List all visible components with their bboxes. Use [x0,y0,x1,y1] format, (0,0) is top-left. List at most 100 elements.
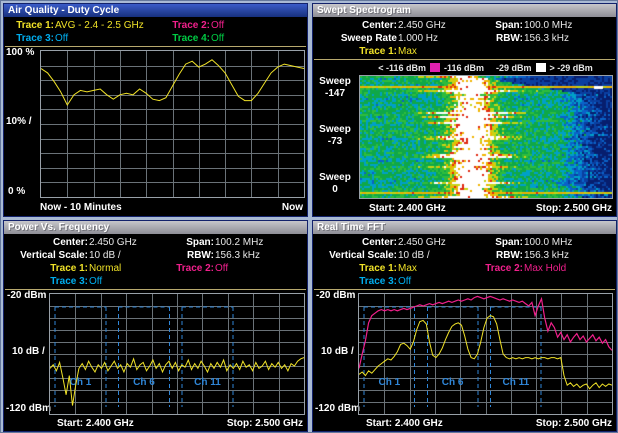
trace3-value: Off [55,33,69,44]
trace3-value: Off [398,276,412,287]
trace4-value: Off [211,33,225,44]
legend-low-swatch [429,63,440,72]
legend-above-label: > -29 dBm [549,62,593,73]
panel-header: Center: 2.450 GHz Span: 100.2 MHz Vertical… [4,234,307,289]
panel-titlebar[interactable]: Air Quality - Duty Cycle [4,4,307,17]
trace2-value: Max Hold [524,263,567,274]
panel-swept-spectrogram: Swept Spectrogram Center: 2.450 GHz Span:… [312,3,617,217]
header-separator [5,46,306,47]
panel-titlebar[interactable]: Power Vs. Frequency [4,221,307,234]
legend-below-label: < -116 dBm [378,62,426,73]
legend-high-label: -29 dBm [496,62,532,73]
y-axis-max-label: -20 dBm [7,290,47,301]
center-label: Center: [52,237,88,248]
rbw-label: RBW: [186,250,214,261]
sweep-label-top: Sweep -147 [319,76,351,99]
header-separator [314,59,615,60]
trace1-label: Trace 1: [16,20,54,31]
x-axis-stop-label: Stop: 2.500 GHz [535,418,612,429]
trace3-value: Off [89,276,103,287]
vertical-scale-value: 10 dB / [398,250,430,261]
panel-title: Real Time FFT [317,222,386,233]
power-vs-freq-plot[interactable]: Ch 1 Ch 6 Ch 11 [49,293,305,415]
y-axis-min-label: -120 dBm [315,403,361,414]
trace2-label: Trace 2: [172,20,210,31]
legend-low-label: -116 dBm [443,62,485,73]
trace1-value: Max [398,263,417,274]
real-time-fft-svg[interactable]: Ch 1 Ch 6 Ch 11 [359,294,612,414]
spectrogram-canvas[interactable] [360,76,612,198]
duty-cycle-plot[interactable] [40,50,305,198]
svg-text:Ch 1: Ch 1 [379,377,401,388]
y-axis-scale-label: 10 dB / [12,346,45,357]
panel-title: Swept Spectrogram [317,5,411,16]
span-label: Span: [495,237,523,248]
span-value: 100.0 MHz [524,20,573,31]
svg-text:Ch 6: Ch 6 [442,377,464,388]
trace2-label: Trace 2: [485,263,523,274]
rbw-label: RBW: [495,33,523,44]
duty-cycle-svg[interactable] [41,51,304,197]
sweep-rate-label: Sweep Rate [340,33,397,44]
header-separator [314,289,615,290]
center-value: 2.450 GHz [398,237,446,248]
rbw-label: RBW: [495,250,523,261]
trace4-label: Trace 4: [172,33,210,44]
x-axis-start-label: Start: 2.400 GHz [57,418,134,429]
panel-title: Power Vs. Frequency [8,222,110,233]
power-vs-freq-svg[interactable]: Ch 1 Ch 6 Ch 11 [50,294,304,414]
sweep-rate-value: 1.000 Hz [398,33,439,44]
span-value: 100.0 MHz [524,237,573,248]
span-value: 100.2 MHz [215,237,264,248]
header-separator [5,289,306,290]
trace1-label: Trace 1: [359,46,397,57]
x-axis-start-label: Start: 2.400 GHz [366,418,443,429]
panel-header: Center: 2.450 GHz Span: 100.0 MHz Vertical… [313,234,616,289]
svg-text:Ch 1: Ch 1 [70,377,92,388]
panel-titlebar[interactable]: Real Time FFT [313,221,616,234]
span-label: Span: [495,20,523,31]
trace1-label: Trace 1: [50,263,88,274]
y-axis-min-label: 0 % [8,186,26,197]
x-axis-right-label: Now [281,202,303,213]
panel-real-time-fft: Real Time FFT Center: 2.450 GHz Span: 100.… [312,220,617,432]
trace2-label: Trace 2: [176,263,214,274]
center-label: Center: [361,237,397,248]
panel-titlebar[interactable]: Swept Spectrogram [313,4,616,17]
center-label: Center: [361,20,397,31]
y-axis-scale-label: 10% / [6,116,32,127]
svg-text:Ch 11: Ch 11 [194,377,221,388]
center-value: 2.450 GHz [398,20,446,31]
real-time-fft-plot[interactable]: Ch 1 Ch 6 Ch 11 [358,293,613,415]
y-axis-scale-label: 10 dB / [321,346,354,357]
rbw-value: 156.3 kHz [524,250,570,261]
vertical-scale-label: Vertical Scale: [329,250,397,261]
rbw-value: 156.3 kHz [215,250,261,261]
vertical-scale-label: Vertical Scale: [20,250,88,261]
x-axis-stop-label: Stop: 2.500 GHz [226,418,303,429]
trace2-value: Off [215,263,229,274]
panel-header: Center: 2.450 GHz Span: 100.0 MHz Sweep Ra… [313,17,616,59]
vertical-scale-value: 10 dB / [89,250,121,261]
trace1-label: Trace 1: [359,263,397,274]
svg-text:Ch 11: Ch 11 [503,377,530,388]
trace3-label: Trace 3: [359,276,397,287]
trace1-value: Max [398,46,417,57]
trace2-value: Off [211,20,225,31]
spectrogram-plot[interactable] [359,75,613,199]
svg-text:Ch 6: Ch 6 [133,377,155,388]
power-vs-freq-chart-area: -20 dBm 10 dB / -120 dBm Ch 1 Ch 6 Ch 11 S… [4,290,307,430]
legend-high-swatch [535,63,546,72]
sweep-label-bottom: Sweep 0 [319,172,351,195]
trace3-label: Trace 3: [16,33,54,44]
y-axis-max-label: 100 % [6,47,35,58]
spectrogram-color-legend: < -116 dBm -116 dBm -29 dBm > -29 dBm [359,61,612,74]
panel-duty-cycle: Air Quality - Duty Cycle Trace 1: AVG - 2… [3,3,308,217]
trace3-label: Trace 3: [50,276,88,287]
x-axis-left-label: Now - 10 Minutes [40,202,122,213]
x-axis-start-label: Start: 2.400 GHz [369,203,446,214]
panel-header: Trace 1: AVG - 2.4 - 2.5 GHz Trace 2: Off … [4,17,307,46]
real-time-fft-chart-area: -20 dBm 10 dB / -120 dBm Ch 1 Ch 6 Ch 11 S… [313,290,616,430]
panel-power-vs-frequency: Power Vs. Frequency Center: 2.450 GHz Spa… [3,220,308,432]
